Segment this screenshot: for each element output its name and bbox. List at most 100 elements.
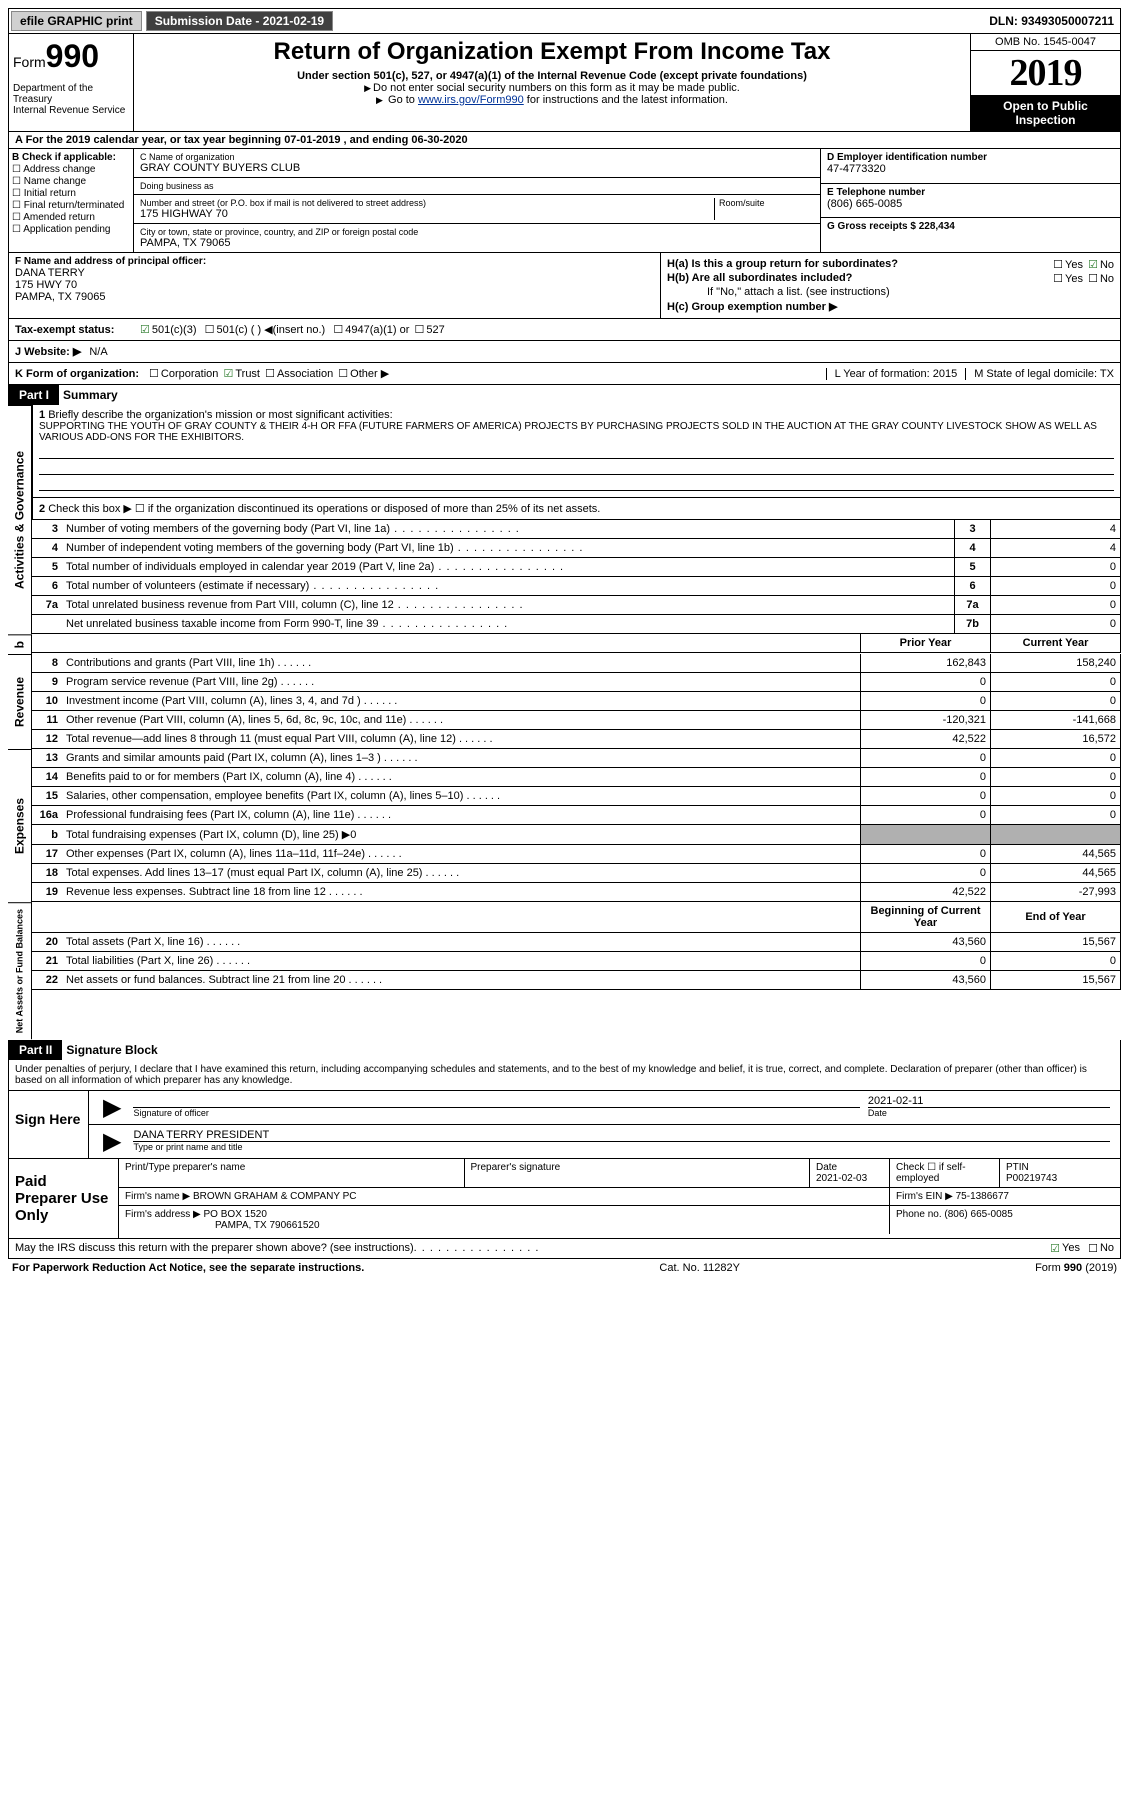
hc-line: H(c) Group exemption number ▶ (667, 300, 1114, 313)
officer-addr1: 175 HWY 70 (15, 279, 654, 291)
ptin-value: P00219743 (1006, 1173, 1057, 1184)
cb-4947[interactable] (331, 323, 345, 336)
officer-addr2: PAMPA, TX 79065 (15, 291, 654, 303)
sig-officer-label: Signature of officer (133, 1107, 859, 1118)
form-990-page: efile GRAPHIC print Submission Date - 20… (0, 0, 1129, 1285)
mission-text: SUPPORTING THE YOUTH OF GRAY COUNTY & TH… (39, 421, 1114, 443)
cb-address-change[interactable]: ☐ Address change (12, 164, 130, 175)
form-subtitle: Under section 501(c), 527, or 4947(a)(1)… (144, 70, 960, 82)
cb-final-return[interactable]: ☐ Final return/terminated (12, 200, 130, 211)
self-employed-check[interactable]: Check ☐ if self-employed (890, 1159, 1000, 1187)
k-label: K Form of organization: (15, 368, 139, 380)
net-header-table: Beginning of Current YearEnd of Year (32, 902, 1121, 933)
hb-line: H(b) Are all subordinates included? Yes … (667, 272, 1114, 284)
form-label: Form (13, 54, 46, 70)
ein-label: D Employer identification number (827, 152, 1114, 163)
tax-year: 2019 (971, 51, 1120, 95)
cb-trust[interactable] (221, 367, 235, 380)
open-inspection-badge: Open to Public Inspection (971, 95, 1120, 131)
top-toolbar: efile GRAPHIC print Submission Date - 20… (8, 8, 1121, 34)
submission-date-btn[interactable]: Submission Date - 2021-02-19 (146, 11, 333, 31)
paid-preparer-block: Paid Preparer Use Only Print/Type prepar… (8, 1159, 1121, 1239)
efile-btn[interactable]: efile GRAPHIC print (11, 11, 142, 31)
firm-ein: 75-1386677 (956, 1191, 1009, 1202)
part2-badge: Part II (9, 1040, 62, 1060)
cb-corp[interactable] (147, 367, 161, 380)
mission-section: 1 Briefly describe the organization's mi… (32, 405, 1121, 498)
row-16b-table: bTotal fundraising expenses (Part IX, co… (32, 825, 1121, 845)
officer-name-title: DANA TERRY PRESIDENT (133, 1129, 269, 1141)
cb-501c[interactable] (203, 323, 217, 336)
firm-addr1: PO BOX 1520 (204, 1209, 267, 1220)
part1-badge: Part I (9, 385, 59, 405)
cb-name-change[interactable]: ☐ Name change (12, 176, 130, 187)
gross-receipts: G Gross receipts $ 228,434 (827, 221, 1114, 232)
perjury-declaration: Under penalties of perjury, I declare th… (8, 1060, 1121, 1091)
note-ssn: Do not enter social security numbers on … (144, 82, 960, 94)
c-name-label: C Name of organization (140, 152, 814, 162)
net-assets-table: 20Total assets (Part X, line 16)43,56015… (32, 933, 1121, 990)
date-label: Date (868, 1107, 1110, 1118)
discuss-no[interactable] (1086, 1242, 1100, 1255)
sig-date: 2021-02-11 (868, 1095, 923, 1107)
beg-year-hdr: Beginning of Current Year (861, 902, 991, 933)
instructions-link[interactable]: www.irs.gov/Form990 (418, 94, 524, 106)
hb-note: If "No," attach a list. (see instruction… (667, 286, 1114, 298)
paperwork-notice: For Paperwork Reduction Act Notice, see … (12, 1262, 364, 1274)
l-year: L Year of formation: 2015 (826, 368, 966, 380)
b-label: B Check if applicable: (12, 152, 130, 163)
part1-title: Summary (63, 388, 118, 402)
part2-header: Part II Signature Block (8, 1040, 1121, 1060)
cb-app-pending[interactable]: ☐ Application pending (12, 224, 130, 235)
page-footer: For Paperwork Reduction Act Notice, see … (8, 1259, 1121, 1277)
year-header-table: Prior YearCurrent Year (32, 634, 1121, 653)
cb-501c3[interactable] (138, 323, 152, 336)
end-year-hdr: End of Year (991, 902, 1121, 933)
ein-value: 47-4773320 (827, 163, 1114, 175)
j-label: J Website: ▶ (15, 345, 81, 358)
form-ref: Form 990 (2019) (1035, 1262, 1117, 1274)
sign-here-label: Sign Here (9, 1091, 89, 1158)
ha-line: H(a) Is this a group return for subordin… (667, 258, 1114, 270)
sig-arrow-icon-2: ▶ (95, 1127, 129, 1156)
firm-addr2: PAMPA, TX 790661520 (215, 1220, 320, 1231)
dba-label: Doing business as (140, 181, 214, 191)
cb-527[interactable] (412, 323, 426, 336)
f-label: F Name and address of principal officer: (15, 256, 654, 267)
paid-preparer-label: Paid Preparer Use Only (9, 1159, 119, 1238)
part1-header: Part I Summary (8, 385, 1121, 405)
cb-initial-return[interactable]: ☐ Initial return (12, 188, 130, 199)
discuss-yes[interactable] (1048, 1242, 1062, 1255)
expenses-table-2: 17Other expenses (Part IX, column (A), l… (32, 845, 1121, 902)
cb-assoc[interactable] (263, 367, 277, 380)
city-label: City or town, state or province, country… (140, 227, 418, 237)
room-label: Room/suite (714, 198, 814, 220)
form-title: Return of Organization Exempt From Incom… (144, 38, 960, 66)
phone-label: E Telephone number (827, 187, 1114, 198)
discuss-row: May the IRS discuss this return with the… (8, 1239, 1121, 1259)
expenses-table: 13Grants and similar amounts paid (Part … (32, 749, 1121, 825)
current-year-hdr: Current Year (991, 634, 1121, 653)
omb-number: OMB No. 1545-0047 (971, 34, 1120, 51)
signature-block: Sign Here ▶ Signature of officer 2021-02… (8, 1091, 1121, 1159)
side-governance: Activities & Governance (8, 405, 32, 634)
side-net-assets: Net Assets or Fund Balances (8, 902, 32, 1039)
prep-date: 2021-02-03 (816, 1173, 867, 1184)
revenue-table: 8Contributions and grants (Part VIII, li… (32, 654, 1121, 749)
addr-label: Number and street (or P.O. box if mail i… (140, 198, 714, 208)
part2-title: Signature Block (66, 1043, 157, 1057)
prior-year-hdr: Prior Year (861, 634, 991, 653)
org-name: GRAY COUNTY BUYERS CLUB (140, 162, 814, 174)
form-header: Form990 Department of the Treasury Inter… (8, 34, 1121, 132)
section-f-h: F Name and address of principal officer:… (8, 253, 1121, 319)
dept-label: Department of the Treasury Internal Reve… (13, 83, 129, 116)
cat-no: Cat. No. 11282Y (659, 1262, 740, 1274)
firm-name: BROWN GRAHAM & COMPANY PC (193, 1191, 357, 1202)
row-a-period: A For the 2019 calendar year, or tax yea… (8, 132, 1121, 149)
note-link: Go to www.irs.gov/Form990 for instructio… (144, 94, 960, 106)
m-state: M State of legal domicile: TX (965, 368, 1114, 380)
cb-other[interactable] (336, 367, 350, 380)
cb-amended[interactable]: ☐ Amended return (12, 212, 130, 223)
firm-phone: (806) 665-0085 (944, 1209, 1012, 1220)
row-j-website: J Website: ▶ N/A (8, 341, 1121, 363)
